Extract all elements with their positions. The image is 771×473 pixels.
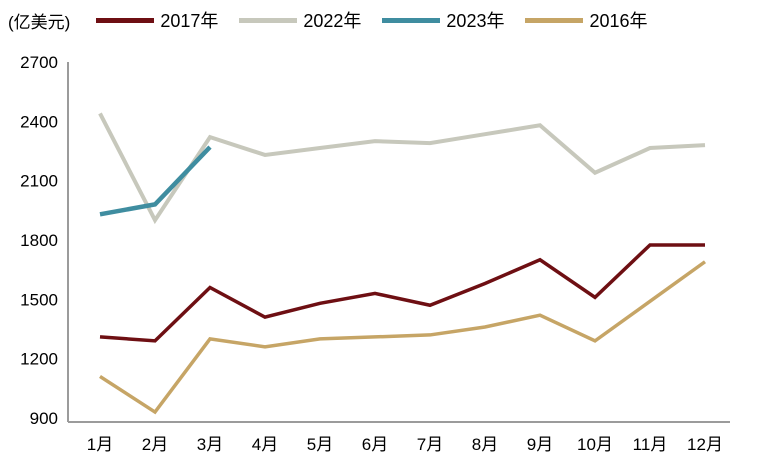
legend-swatch [382,17,441,23]
legend-swatch [239,17,298,23]
y-tick-label: 2100 [20,172,58,191]
series-line-2023年 [99,145,212,217]
x-tick-label: 1月 [87,435,113,454]
series-line-2017年 [99,243,705,343]
legend-label: 2022年 [303,11,362,31]
x-tick-label: 10月 [577,435,613,454]
y-tick-label: 1800 [20,231,58,250]
series-line-2022年 [98,112,706,225]
x-tick-label: 5月 [307,435,333,454]
legend-item-2016年: 2016年 [525,7,648,33]
y-tick-label: 1500 [20,290,58,309]
x-tick-label: 12月 [687,435,723,454]
chart-header: (亿美元) 2017年 2022年 2023年 2016年 [0,0,771,33]
legend-swatch [525,17,584,23]
y-tick-label: 1200 [20,350,58,369]
legend-item-2022年: 2022年 [239,7,361,33]
plot-area: 900 1200 1500 1800 2100 2400 2700 1月 2月 3月 4月 5月 6月 7… [0,40,771,468]
line-chart: 900 1200 1500 1800 2100 2400 2700 1月 2月 3月 4月 5月 6月 7… [20,53,730,454]
y-axis-unit-label: (亿美元) [8,12,71,32]
legend-label: 2016年 [589,11,648,31]
legend-label: 2017年 [160,11,219,31]
x-tick-label: 6月 [362,435,388,454]
legend-swatch [96,17,155,23]
series-line-2016年 [99,260,707,415]
legend-item-2023年: 2023年 [382,7,504,33]
y-tick-label: 900 [30,409,58,428]
x-tick-label: 4月 [252,435,278,454]
x-tick-label: 7月 [417,435,443,454]
x-tick-label: 2月 [142,435,168,454]
legend-item-2017年: 2017年 [96,7,218,33]
x-tick-label: 9月 [527,435,553,454]
x-tick-label: 8月 [472,435,498,454]
y-tick-label: 2400 [20,112,58,131]
legend-label: 2023年 [446,11,505,31]
x-tick-label: 3月 [197,435,223,454]
x-tick-label: 11月 [633,435,668,454]
y-tick-label: 2700 [20,53,58,72]
legend: 2017年 2022年 2023年 2016年 [96,7,668,33]
